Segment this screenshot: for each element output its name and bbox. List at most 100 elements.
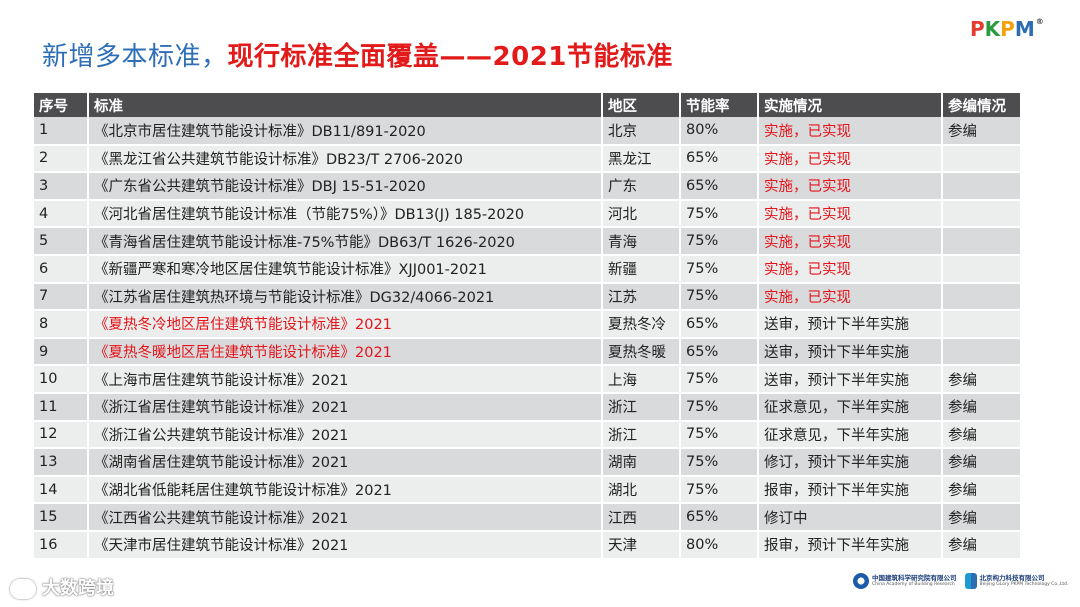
cell-rate: 65% — [680, 310, 759, 339]
cell-no: 1 — [34, 117, 89, 146]
cell-participation — [942, 254, 1022, 284]
table-row: 9 《夏热冬暖地区居住建筑节能设计标准》2021 夏热冬暖 65% 送审，预计下半年实施 — [34, 337, 1022, 367]
table-row: 12 《浙江省公共建筑节能设计标准》2021 浙江 75% 征求意见，下半年实施 参编 — [34, 420, 1022, 450]
table-row: 2 《黑龙江省公共建筑节能设计标准》DB23/T 2706-2020 黑龙江 65% 实… — [34, 144, 1022, 174]
logo-letter: P — [1000, 17, 1015, 41]
cell-status: 报审，预计下半年实施 — [758, 475, 943, 505]
cell-participation — [942, 172, 1022, 201]
cell-rate: 75% — [680, 475, 759, 505]
cell-no: 14 — [34, 475, 89, 505]
cell-standard: 《浙江省居住建筑节能设计标准》2021 — [88, 392, 603, 422]
table-row: 7 《江苏省居住建筑热环境与节能设计标准》DG32/4066-2021 江苏 75% 实… — [34, 282, 1022, 312]
cell-no: 5 — [34, 227, 89, 256]
cell-status: 征求意见，下半年实施 — [758, 420, 943, 450]
pkpm-company-logo: 北京构力科技有限公司 Beijing GLory PKPM Technology… — [964, 573, 1069, 589]
logo-letter: M — [1014, 17, 1035, 41]
cell-region: 河北 — [602, 199, 681, 229]
cell-region: 天津 — [602, 530, 681, 560]
header-participation: 参编情况 — [942, 93, 1022, 117]
table-row: 5 《青海省居住建筑节能设计标准-75%节能》DB63/T 1626-2020 青海… — [34, 227, 1022, 256]
pkpm-company-name: 北京构力科技有限公司 — [979, 574, 1045, 582]
registered-mark: ® — [1035, 17, 1044, 26]
cell-status: 送审，预计下半年实施 — [758, 365, 943, 394]
cell-status: 送审，预计下半年实施 — [758, 310, 943, 339]
header-status: 实施情况 — [758, 93, 943, 117]
cell-no: 3 — [34, 172, 89, 201]
cell-standard: 《北京市居住建筑节能设计标准》DB11/891-2020 — [88, 117, 603, 146]
cell-participation — [942, 199, 1022, 229]
cell-rate: 75% — [680, 282, 759, 312]
cell-no: 15 — [34, 503, 89, 532]
cell-standard: 《江西省公共建筑节能设计标准》2021 — [88, 503, 603, 532]
cell-rate: 80% — [680, 530, 759, 560]
cell-no: 12 — [34, 420, 89, 450]
table-header-row: 序号 标准 地区 节能率 实施情况 参编情况 — [34, 93, 1022, 117]
cell-status: 实施，已实现 — [758, 144, 943, 174]
cell-status: 实施，已实现 — [758, 117, 943, 146]
cell-rate: 80% — [680, 117, 759, 146]
watermark-logo-icon — [10, 579, 36, 599]
table-row: 6 《新疆严寒和寒冷地区居住建筑节能设计标准》XJJ001-2021 新疆 75% 实施… — [34, 254, 1022, 284]
table-row: 3 《广东省公共建筑节能设计标准》DBJ 15-51-2020 广东 65% 实施，已实… — [34, 172, 1022, 201]
cell-region: 北京 — [602, 117, 681, 146]
header-region: 地区 — [602, 93, 681, 117]
cell-status: 报审，预计下半年实施 — [758, 530, 943, 560]
cell-no: 10 — [34, 365, 89, 394]
footer-logos: 中国建筑科学研究院有限公司 China Academy of Building … — [853, 573, 1068, 589]
cell-participation — [942, 310, 1022, 339]
cell-status: 送审，预计下半年实施 — [758, 337, 943, 367]
header-standard: 标准 — [88, 93, 603, 117]
pkpm-company-icon — [964, 573, 977, 589]
pkpm-company-name-en: Beijing GLory PKPM Technology Co.,Ltd. — [979, 582, 1069, 587]
table-row: 4 《河北省居住建筑节能设计标准（节能75%）》DB13(J) 185-2020 河… — [34, 199, 1022, 229]
cell-participation — [942, 282, 1022, 312]
cell-region: 江西 — [602, 503, 681, 532]
cell-status: 实施，已实现 — [758, 172, 943, 201]
cell-participation: 参编 — [942, 365, 1022, 394]
cell-region: 湖北 — [602, 475, 681, 505]
cell-standard: 《江苏省居住建筑热环境与节能设计标准》DG32/4066-2021 — [88, 282, 603, 312]
cell-standard: 《上海市居住建筑节能设计标准》2021 — [88, 365, 603, 394]
cell-rate: 75% — [680, 448, 759, 477]
table-row: 10 《上海市居住建筑节能设计标准》2021 上海 75% 送审，预计下半年实施 参编 — [34, 365, 1022, 394]
cell-status: 征求意见，下半年实施 — [758, 392, 943, 422]
cell-rate: 65% — [680, 337, 759, 367]
cell-participation: 参编 — [942, 117, 1022, 146]
cell-rate: 65% — [680, 144, 759, 174]
cell-no: 7 — [34, 282, 89, 312]
cell-status: 实施，已实现 — [758, 199, 943, 229]
cell-rate: 65% — [680, 172, 759, 201]
cell-status: 实施，已实现 — [758, 282, 943, 312]
table-row: 11 《浙江省居住建筑节能设计标准》2021 浙江 75% 征求意见，下半年实施 参编 — [34, 392, 1022, 422]
standards-table: 序号 标准 地区 节能率 实施情况 参编情况 1 《北京市居住建筑节能设计标准》D… — [34, 93, 1022, 560]
cell-participation — [942, 144, 1022, 174]
cell-rate: 75% — [680, 254, 759, 284]
cell-no: 8 — [34, 310, 89, 339]
cell-region: 江苏 — [602, 282, 681, 312]
cell-participation: 参编 — [942, 392, 1022, 422]
cell-standard: 《夏热冬冷地区居住建筑节能设计标准》2021 — [88, 310, 603, 339]
cell-region: 浙江 — [602, 420, 681, 450]
cell-participation: 参编 — [942, 503, 1022, 532]
cell-standard: 《湖北省低能耗居住建筑节能设计标准》2021 — [88, 475, 603, 505]
cell-participation — [942, 337, 1022, 367]
cell-region: 夏热冬冷 — [602, 310, 681, 339]
cell-standard: 《夏热冬暖地区居住建筑节能设计标准》2021 — [88, 337, 603, 367]
cell-standard: 《广东省公共建筑节能设计标准》DBJ 15-51-2020 — [88, 172, 603, 201]
cell-rate: 75% — [680, 392, 759, 422]
cell-participation: 参编 — [942, 530, 1022, 560]
cell-rate: 75% — [680, 199, 759, 229]
cell-no: 6 — [34, 254, 89, 284]
cell-rate: 75% — [680, 365, 759, 394]
table-row: 15 《江西省公共建筑节能设计标准》2021 江西 65% 修订中 参编 — [34, 503, 1022, 532]
cell-standard: 《浙江省公共建筑节能设计标准》2021 — [88, 420, 603, 450]
cell-standard: 《湖南省居住建筑节能设计标准》2021 — [88, 448, 603, 477]
page-title: 新增多本标准，现行标准全面覆盖——2021节能标准 — [42, 36, 673, 73]
cell-rate: 65% — [680, 503, 759, 532]
cabr-name-en: China Academy of Building Research — [872, 582, 955, 587]
watermark: 大数跨境 — [10, 574, 114, 600]
cell-region: 黑龙江 — [602, 144, 681, 174]
cell-participation: 参编 — [942, 475, 1022, 505]
cell-no: 13 — [34, 448, 89, 477]
table-row: 13 《湖南省居住建筑节能设计标准》2021 湖南 75% 修订，预计下半年实施 参编 — [34, 448, 1022, 477]
